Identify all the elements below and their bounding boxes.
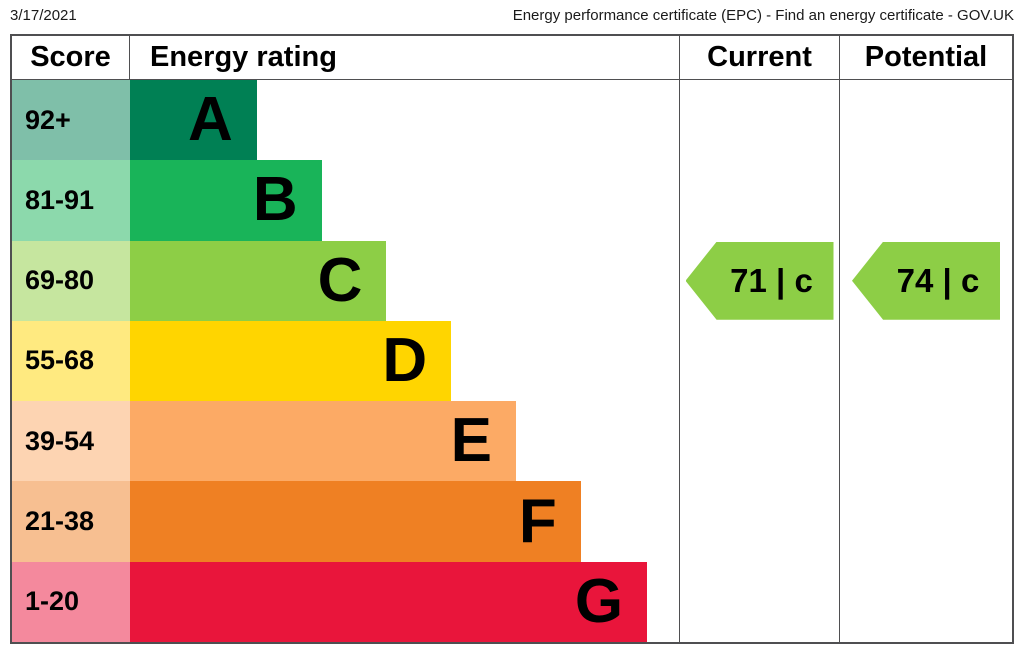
rating-bar-a: A — [130, 80, 257, 161]
score-range-e: 39-54 — [12, 401, 130, 482]
table-body: 92+ A 81-91 B — [12, 80, 1012, 642]
rating-bar-d: D — [130, 320, 452, 402]
rating-bar-e: E — [130, 401, 516, 482]
band-row-c: 69-80 C 71 | c 74 | c — [12, 240, 1012, 321]
band-letter-f: F — [518, 486, 557, 556]
band-letter-e: E — [450, 406, 492, 476]
current-cell-e — [680, 401, 840, 482]
epc-rating-table: Score Energy rating Current Potential 92… — [10, 34, 1014, 644]
band-row-g: 1-20 G — [12, 561, 1012, 642]
score-range-g: 1-20 — [12, 561, 130, 642]
bar-track-d: D — [130, 320, 680, 402]
bar-track-b: B — [130, 160, 680, 241]
bar-track-f: F — [130, 481, 680, 562]
header-energy-rating: Energy rating — [130, 36, 680, 79]
bar-track-g: G — [130, 561, 680, 642]
score-range-c: 69-80 — [12, 240, 130, 321]
score-range-b: 81-91 — [12, 160, 130, 241]
current-rating-arrow: 71 | c — [685, 241, 834, 320]
potential-cell-c: 74 | c — [840, 241, 1012, 321]
potential-cell-b — [840, 160, 1012, 240]
header-current: Current — [680, 36, 840, 79]
potential-rating-text: 74 | c — [896, 261, 980, 299]
band-letter-d: D — [382, 325, 428, 395]
header-score: Score — [12, 36, 130, 79]
table-header-row: Score Energy rating Current Potential — [12, 36, 1012, 80]
print-date: 3/17/2021 — [10, 7, 77, 24]
band-letter-g: G — [574, 566, 624, 636]
rating-bar-g: G — [130, 561, 648, 642]
potential-cell-e — [840, 401, 1012, 481]
band-row-e: 39-54 E — [12, 401, 1012, 482]
score-range-f: 21-38 — [12, 481, 130, 562]
band-row-b: 81-91 B — [12, 160, 1012, 241]
potential-cell-d — [840, 321, 1012, 401]
current-cell-c: 71 | c — [680, 240, 840, 321]
rating-bar-f: F — [130, 481, 581, 562]
rating-bar-c: C — [130, 240, 387, 321]
potential-rating-arrow: 74 | c — [852, 241, 1000, 320]
current-cell-a — [680, 80, 840, 161]
current-cell-d — [680, 320, 840, 402]
page-title: Energy performance certificate (EPC) - F… — [512, 7, 1014, 24]
band-row-f: 21-38 F — [12, 481, 1012, 562]
potential-cell-g — [840, 562, 1012, 642]
bar-track-c: C — [130, 240, 680, 321]
current-cell-f — [680, 481, 840, 562]
current-cell-g — [680, 561, 840, 642]
band-letter-b: B — [252, 165, 298, 235]
potential-cell-f — [840, 481, 1012, 561]
bar-track-e: E — [130, 401, 680, 482]
print-header: 3/17/2021 Energy performance certificate… — [0, 0, 1024, 29]
rating-bar-b: B — [130, 160, 322, 241]
band-letter-c: C — [317, 245, 363, 315]
band-row-d: 55-68 D — [12, 320, 1012, 402]
potential-cell-a — [840, 80, 1012, 160]
current-rating-text: 71 | c — [730, 261, 813, 299]
header-potential: Potential — [864, 41, 988, 73]
score-range-a: 92+ — [12, 80, 130, 161]
current-cell-b — [680, 160, 840, 241]
bar-track-a: A — [130, 80, 680, 161]
score-range-d: 55-68 — [12, 320, 130, 402]
band-row-a: 92+ A — [12, 80, 1012, 161]
band-letter-a: A — [188, 85, 233, 155]
